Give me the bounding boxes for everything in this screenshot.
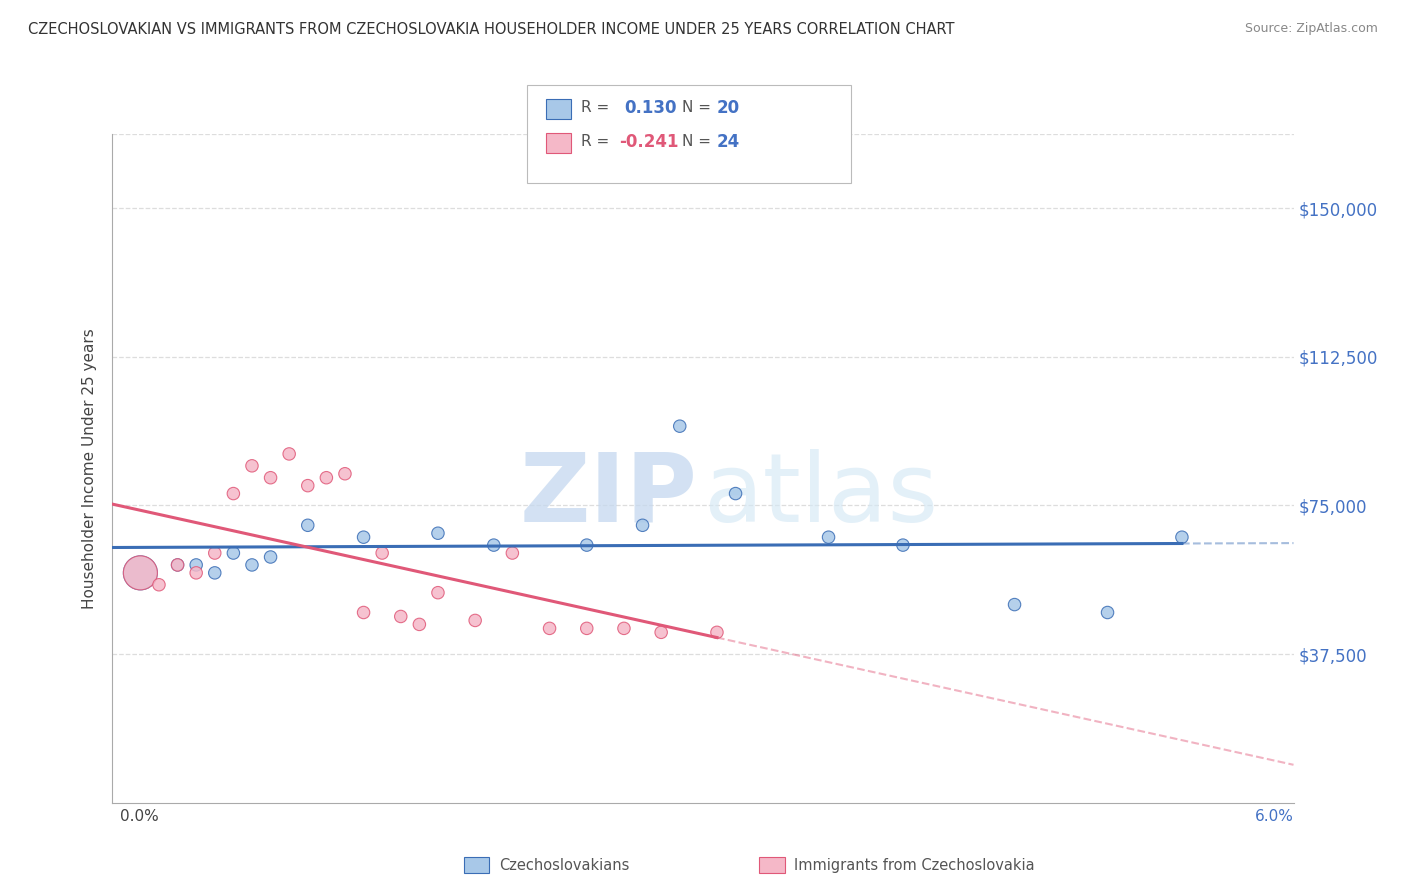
Point	[278, 447, 301, 461]
Point	[464, 614, 486, 628]
Point	[222, 486, 245, 500]
Point	[817, 530, 839, 544]
Point	[724, 486, 747, 500]
Text: N =: N =	[682, 101, 716, 115]
Point	[426, 526, 449, 541]
Point	[259, 471, 281, 485]
Point	[891, 538, 914, 552]
Text: 0.130: 0.130	[624, 99, 676, 117]
Point	[1097, 606, 1119, 620]
Point	[613, 621, 636, 635]
Point	[1171, 530, 1194, 544]
Point	[240, 458, 263, 473]
Point	[631, 518, 654, 533]
Point	[148, 578, 170, 592]
Point	[353, 530, 375, 544]
Text: atlas: atlas	[703, 449, 939, 541]
Text: CZECHOSLOVAKIAN VS IMMIGRANTS FROM CZECHOSLOVAKIA HOUSEHOLDER INCOME UNDER 25 YE: CZECHOSLOVAKIAN VS IMMIGRANTS FROM CZECH…	[28, 22, 955, 37]
Point	[129, 566, 152, 580]
Point	[204, 546, 226, 560]
Text: N =: N =	[682, 135, 716, 149]
Text: R =: R =	[581, 101, 614, 115]
Text: 20: 20	[717, 99, 740, 117]
Point	[501, 546, 523, 560]
Text: 24: 24	[717, 133, 741, 151]
Y-axis label: Householder Income Under 25 years: Householder Income Under 25 years	[82, 328, 97, 608]
Text: -0.241: -0.241	[619, 133, 678, 151]
Point	[575, 621, 598, 635]
Text: Immigrants from Czechoslovakia: Immigrants from Czechoslovakia	[794, 858, 1035, 872]
Point	[668, 419, 690, 434]
Point	[389, 609, 412, 624]
Point	[538, 621, 561, 635]
Text: Czechoslovakians: Czechoslovakians	[499, 858, 630, 872]
Point	[297, 518, 319, 533]
Point	[426, 585, 449, 599]
Text: Source: ZipAtlas.com: Source: ZipAtlas.com	[1244, 22, 1378, 36]
Point	[706, 625, 728, 640]
Text: 6.0%: 6.0%	[1254, 809, 1294, 823]
Point	[1004, 598, 1026, 612]
Point	[650, 625, 672, 640]
Point	[166, 558, 188, 572]
Point	[186, 566, 208, 580]
Point	[186, 558, 208, 572]
Point	[482, 538, 505, 552]
Point	[353, 606, 375, 620]
Point	[575, 538, 598, 552]
Point	[166, 558, 188, 572]
Point	[315, 471, 337, 485]
Point	[408, 617, 430, 632]
Point	[259, 549, 281, 564]
Point	[204, 566, 226, 580]
Point	[297, 478, 319, 492]
Point	[129, 566, 152, 580]
Point	[371, 546, 394, 560]
Point	[333, 467, 356, 481]
Text: R =: R =	[581, 135, 614, 149]
Point	[222, 546, 245, 560]
Point	[240, 558, 263, 572]
Text: 0.0%: 0.0%	[120, 809, 159, 823]
Text: ZIP: ZIP	[520, 449, 697, 541]
